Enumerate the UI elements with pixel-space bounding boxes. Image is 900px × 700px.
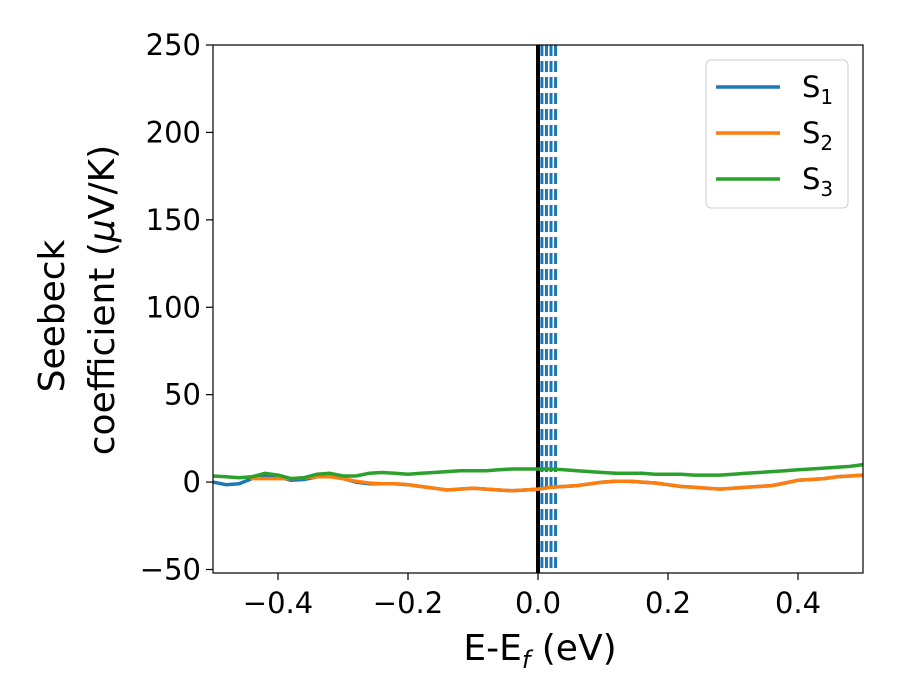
series-line-s2 [250,473,863,493]
x-axis-label-main: E-E [463,628,521,669]
x-tick-label: 0.2 [645,586,691,620]
x-axis-ticks: −0.4 −0.2 0.0 0.2 0.4 [243,573,821,620]
y-tick-label: 250 [146,28,201,62]
y-tick-label: 100 [146,290,201,324]
y-tick-label: 50 [164,378,201,412]
legend-label-s1: S1 [802,70,833,109]
x-axis-label-unit: (eV) [530,628,616,669]
series-line-s3 [213,462,863,481]
y-axis-ticks: −50 0 50 100 150 200 250 [140,28,213,587]
y-axis-label-line1: Seebeck [32,239,73,392]
x-tick-label: 0.0 [515,586,561,620]
x-axis-label: E-Ef (eV) [463,628,616,674]
y-tick-label: 200 [146,115,201,149]
x-tick-label: −0.4 [243,586,313,620]
x-tick-label: −0.2 [373,586,443,620]
x-tick-label: 0.4 [775,586,821,620]
y-tick-label: −50 [140,553,201,587]
series-lines [213,462,863,493]
y-axis-label-line2: coefficient (μV/K) [82,145,123,455]
y-axis-label-unit: V/K) [82,145,123,219]
legend-label-s3: S3 [802,162,833,201]
y-tick-label: 0 [183,465,201,499]
reference-lines [536,45,558,573]
legend: S1 S2 S3 [705,59,849,209]
y-axis-label: Seebeck coefficient (μV/K) [32,145,123,455]
legend-label-s2: S2 [802,116,833,155]
y-axis-label-line2-main: coefficient ( [82,242,123,455]
y-tick-label: 150 [146,203,201,237]
y-axis-label-mu: μ [82,219,123,243]
